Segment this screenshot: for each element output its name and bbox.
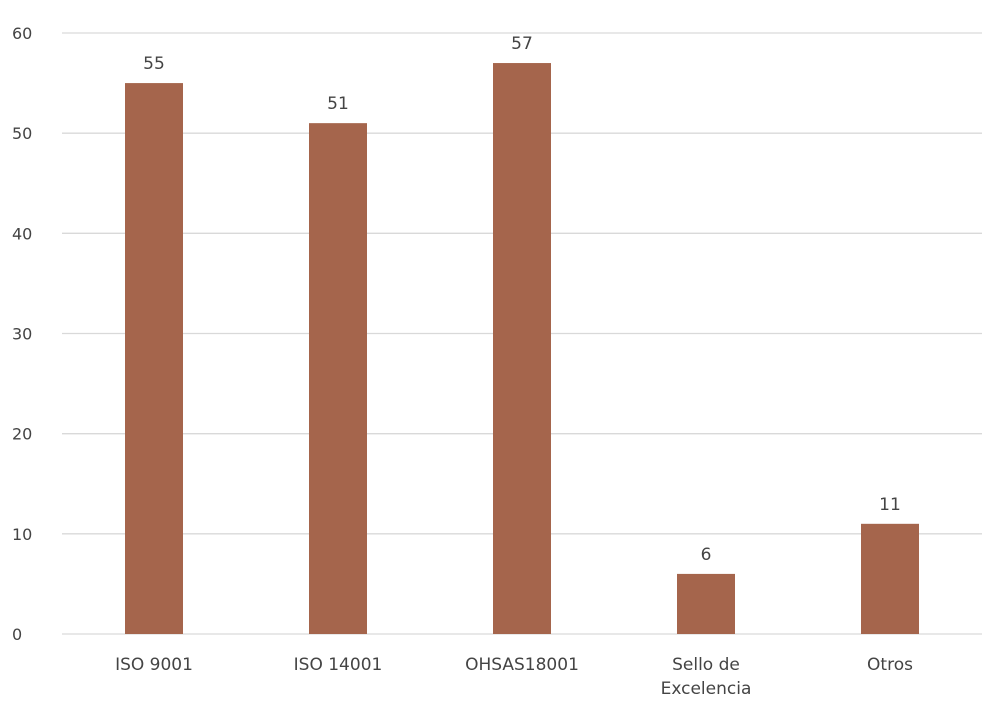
x-tick-label-3: Sello de Excelencia: [661, 655, 752, 699]
y-tick-label-40: 40: [12, 224, 32, 243]
x-axis-category-labels: ISO 9001 ISO 14001 OHSAS18001 Sello de Excel…: [115, 655, 913, 699]
x-tick-label-4: Otros: [867, 655, 913, 675]
bar-3: [677, 573, 735, 634]
x-tick-label-1: ISO 14001: [294, 655, 383, 675]
data-label-2: 57: [511, 34, 533, 54]
bar-1: [309, 123, 367, 635]
data-label-0: 55: [143, 54, 165, 74]
y-tick-label-60: 60: [12, 24, 32, 43]
data-labels: 55 51 57 6 11: [143, 34, 901, 565]
data-label-1: 51: [327, 94, 349, 114]
y-tick-label-50: 50: [12, 124, 32, 143]
y-tick-label-10: 10: [12, 525, 32, 544]
x-tick-label-0: ISO 9001: [115, 655, 193, 675]
y-tick-label-30: 30: [12, 325, 32, 344]
y-tick-label-0: 0: [12, 625, 22, 644]
y-axis-tick-labels: 0 10 20 30 40 50 60: [12, 24, 32, 644]
data-label-3: 6: [701, 545, 712, 565]
bar-0: [125, 83, 183, 635]
bar-2: [493, 63, 551, 635]
data-label-4: 11: [879, 495, 901, 515]
bars: [125, 63, 919, 635]
bar-4: [861, 523, 919, 634]
y-tick-label-20: 20: [12, 425, 32, 444]
x-tick-label-2: OHSAS18001: [465, 655, 579, 675]
